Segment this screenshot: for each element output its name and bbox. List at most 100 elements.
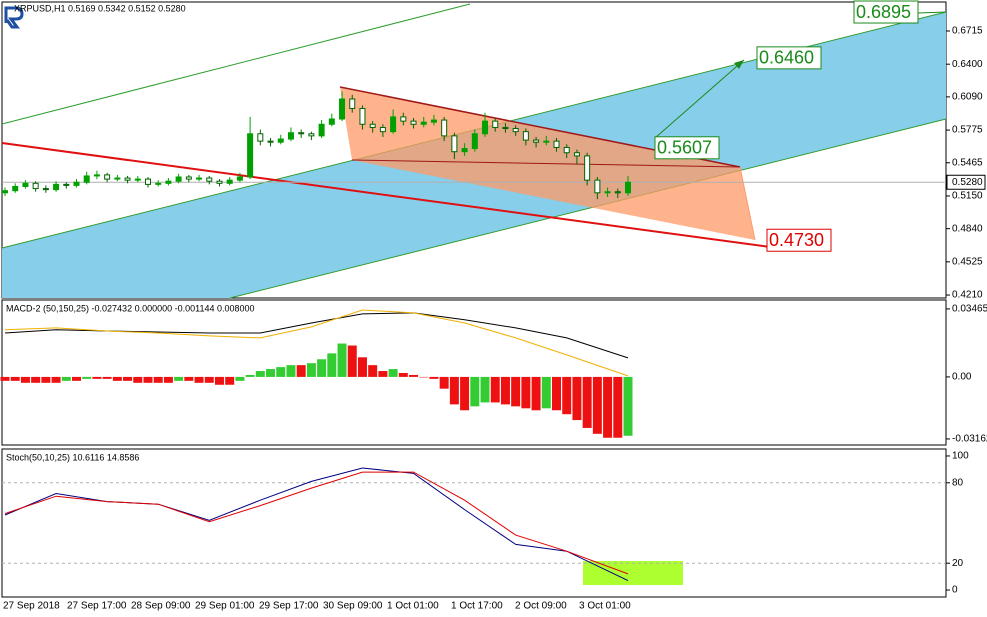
candle-body (543, 140, 550, 143)
histogram-bar (296, 365, 306, 377)
histogram-bar (143, 376, 153, 383)
histogram-bar (82, 376, 92, 379)
candle-body (441, 119, 448, 137)
candle-body (604, 191, 611, 194)
price-annotation-box (756, 46, 822, 70)
candle-body (553, 140, 560, 148)
histogram-bar (490, 376, 500, 403)
histogram-bar (521, 376, 531, 409)
histogram-bar (500, 376, 510, 405)
trend-line (739, 166, 756, 241)
candle-body (216, 180, 223, 184)
histogram-bar (194, 376, 204, 383)
histogram-bar (92, 376, 102, 379)
logo (4, 6, 24, 29)
histogram-bar (460, 376, 470, 411)
histogram-bar (572, 376, 582, 421)
candle-body (2, 190, 8, 194)
candle-body (114, 177, 121, 180)
candle-body (12, 185, 19, 192)
arrow (654, 59, 745, 139)
y-tick-label: 0.4210 (952, 290, 983, 301)
y-tick-label: 0.5150 (952, 191, 983, 202)
histogram-bar (276, 367, 286, 377)
y-tick-label: 0.034652 (952, 304, 987, 315)
histogram-bar (388, 369, 398, 377)
histogram-bar (61, 376, 71, 381)
histogram-bar (306, 363, 316, 377)
candle-body (196, 177, 203, 180)
arrow-head (734, 60, 744, 69)
histogram-bar (327, 353, 337, 377)
histogram-bar (51, 376, 61, 383)
histogram-bar (163, 376, 173, 383)
histogram-bar (245, 374, 255, 377)
candle-body (410, 120, 417, 125)
candle-body (104, 174, 111, 180)
y-tick-label: 100 (952, 451, 969, 462)
histogram-bar (449, 376, 459, 405)
y-tick-label: 0.5465 (952, 157, 983, 168)
candle-body (594, 179, 601, 194)
candle-body (349, 98, 356, 109)
candle-body (318, 123, 325, 137)
indicator-line (4, 309, 629, 377)
candle-body (144, 178, 151, 185)
histogram-bar (552, 376, 562, 411)
current-price-label: 0.5280 (952, 177, 983, 188)
histogram-bar (31, 376, 41, 383)
histogram-bar (613, 376, 623, 438)
trend-line (1, 142, 771, 248)
candle-body (53, 183, 60, 191)
candle-body (451, 135, 458, 153)
candle-body (226, 179, 233, 184)
indicator-line (4, 471, 629, 575)
histogram-bar (133, 376, 143, 383)
channel-line (1, 3, 471, 125)
histogram-bar (623, 376, 633, 436)
candle-body (471, 133, 478, 150)
y-tick-label: 0.6715 (952, 26, 983, 37)
histogram-bar (429, 376, 439, 379)
candle-body (257, 133, 264, 142)
histogram-bar (531, 376, 541, 411)
histogram-bar (511, 376, 521, 407)
histogram-bar (123, 376, 133, 381)
price-annotation-box (853, 0, 919, 24)
histogram-bar (255, 371, 265, 377)
candle-body (573, 152, 580, 157)
candle-body (277, 138, 284, 143)
candle-body (298, 132, 305, 135)
histogram-bar (286, 365, 296, 377)
histogram-bar (10, 376, 20, 381)
chart-header: XRPUSD,H1 0.5169 0.5342 0.5152 0.5280 (14, 3, 186, 13)
candle-body (461, 148, 468, 153)
current-price-box (946, 174, 986, 190)
candle-body (134, 178, 141, 181)
histogram-bar (480, 376, 490, 403)
price-annotation: 0.6895 (856, 2, 911, 22)
stoch-panel (1, 448, 947, 598)
candle-body (42, 188, 49, 191)
candle-body (614, 191, 621, 194)
histogram-bar (398, 372, 408, 377)
highlight-box (583, 561, 683, 585)
candle-body (502, 126, 509, 129)
x-tick-label: 27 Sep 17:00 (67, 601, 127, 612)
price-annotation: 0.6460 (759, 48, 814, 68)
histogram-bar (541, 376, 551, 409)
candle-body (236, 176, 243, 181)
candle-body (584, 155, 591, 181)
candle-body (165, 180, 172, 184)
x-tick-label: 30 Sep 09:00 (323, 601, 383, 612)
histogram-bar (204, 376, 214, 383)
candle-body (482, 120, 489, 135)
arrow (917, 11, 947, 14)
histogram-bar (235, 376, 245, 381)
histogram-bar (419, 376, 429, 378)
y-tick-label: 0.00 (952, 372, 972, 383)
histogram-bar (317, 359, 327, 377)
candle-body (563, 146, 570, 154)
histogram-bar (112, 376, 122, 381)
